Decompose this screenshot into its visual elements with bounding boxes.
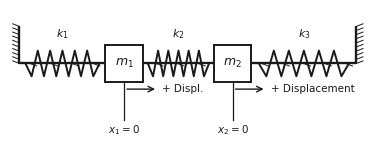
Text: + Displ.: + Displ. xyxy=(163,84,204,94)
Text: $x_2 = 0$: $x_2 = 0$ xyxy=(217,123,249,137)
Bar xyxy=(105,45,143,82)
Text: + Displacement: + Displacement xyxy=(271,84,355,94)
Text: $k_3$: $k_3$ xyxy=(297,27,310,41)
Text: $m_2$: $m_2$ xyxy=(223,57,242,70)
Bar xyxy=(214,45,251,82)
Text: $m_1$: $m_1$ xyxy=(115,57,134,70)
Text: $x_1 = 0$: $x_1 = 0$ xyxy=(108,123,140,137)
Text: $k_1$: $k_1$ xyxy=(56,27,69,41)
Text: $k_2$: $k_2$ xyxy=(172,27,185,41)
